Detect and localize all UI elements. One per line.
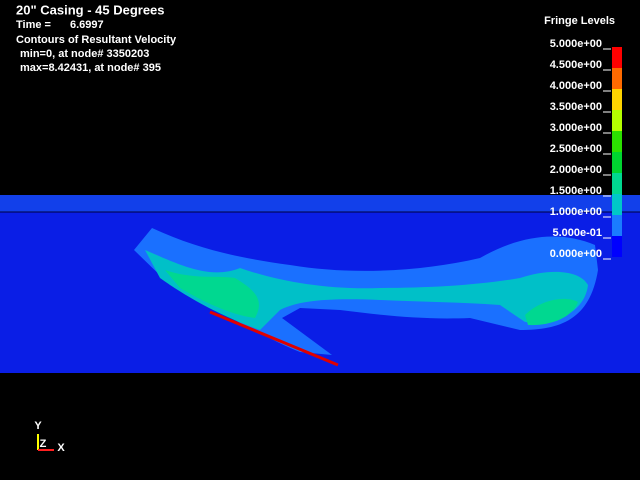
fringe-swatch [612,110,622,131]
fringe-swatch [612,47,622,68]
fringe-swatch [612,89,622,110]
fringe-level-label: 3.000e+00 [550,122,602,134]
triad-y: Y [34,420,42,432]
fringe-level-label: 1.500e+00 [550,185,602,197]
fringe-level-label: 2.000e+00 [550,164,602,176]
subtitle: Contours of Resultant Velocity [16,34,177,46]
fringe-swatch [612,131,622,152]
fringe-level-label: 1.000e+00 [550,206,602,218]
casing [209,310,339,367]
fringe-swatch [612,215,622,236]
min-text: min=0, at node# 3350203 [20,48,149,60]
triad-x: X [57,442,65,454]
fringe-level-label: 5.000e-01 [552,227,602,239]
fringe-level-label: 0.000e+00 [550,248,602,260]
fringe-level-label: 4.500e+00 [550,59,602,71]
fringe-title: Fringe Levels [544,15,615,27]
surface-layer [0,195,640,212]
title: 20" Casing - 45 Degrees [16,2,165,17]
triad: Y Z X [34,420,65,454]
fringe-swatch [612,236,622,257]
fringe-swatch [612,68,622,89]
triad-z: Z [40,438,47,450]
time-label: Time = [16,19,51,31]
fringe-level-label: 5.000e+00 [550,38,602,50]
plume-tail [525,298,578,326]
fringe-level-label: 2.500e+00 [550,143,602,155]
time-value: 6.6997 [70,19,104,31]
fringe-level-label: 4.000e+00 [550,80,602,92]
plume-core [165,270,259,318]
fringe-level-label: 3.500e+00 [550,101,602,113]
max-text: max=8.42431, at node# 395 [20,62,161,74]
fringe-swatch [612,194,622,215]
fringe-swatch [612,173,622,194]
fringe-swatch [612,152,622,173]
